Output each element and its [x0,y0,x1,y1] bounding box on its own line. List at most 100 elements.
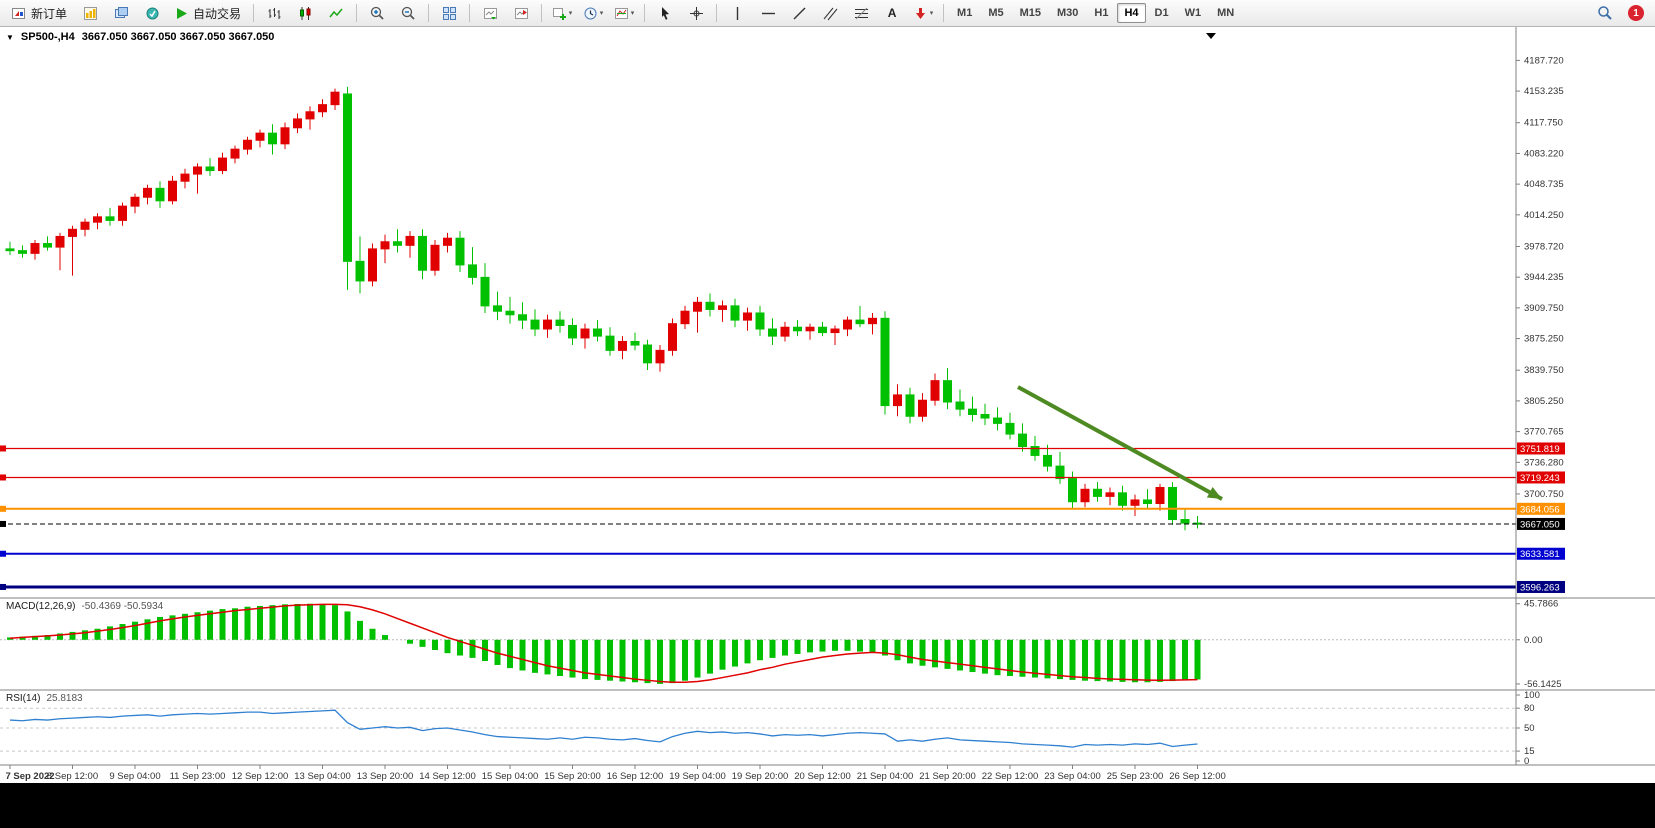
collapse-triangle-icon[interactable]: ▼ [6,32,14,42]
market-watch-icon [146,7,159,19]
zoom-out-button[interactable] [393,2,423,24]
timeframe-m15-button[interactable]: M15 [1019,7,1041,19]
macd-signal-line [9,603,1198,684]
auto-scroll-button[interactable] [475,2,505,24]
line-chart-icon [328,8,343,17]
svg-text:3596.263: 3596.263 [1520,582,1560,593]
svg-text:3875.250: 3875.250 [1524,334,1564,345]
search-icon [1598,6,1612,20]
auto-trading-button[interactable]: 自动交易 [168,2,248,24]
macd-name: MACD(12,26,9) [6,601,76,612]
ohlc-values: 3667.050 3667.050 3667.050 3667.050 [81,31,275,43]
price-axis [1516,59,1520,495]
new-chart-button[interactable]: ▾ [547,2,577,24]
svg-text:22 Sep 12:00: 22 Sep 12:00 [982,771,1039,782]
svg-text:19 Sep 20:00: 19 Sep 20:00 [732,771,789,782]
text-tool-button[interactable]: A [877,2,907,24]
crosshair-button[interactable] [681,2,711,24]
line-chart-mode-button[interactable] [321,2,351,24]
svg-text:23 Sep 04:00: 23 Sep 04:00 [1044,771,1101,782]
svg-text:3684.056: 3684.056 [1520,504,1560,515]
charts-button[interactable] [75,2,105,24]
candlestick-mode-button[interactable] [290,2,320,24]
dropdown-caret-icon: ▾ [568,10,573,17]
fibonacci-tool-button[interactable] [846,2,876,24]
horizontal-line-icon [761,12,775,14]
period-button[interactable]: ▾ [578,2,608,24]
svg-text:8 Sep 12:00: 8 Sep 12:00 [47,771,98,782]
new-order-button[interactable]: 新订单 [4,2,74,24]
line-left-marker [0,583,6,590]
price-tag [1517,502,1565,515]
svg-text:-56.1425: -56.1425 [1524,679,1562,690]
line-left-marker [0,474,6,481]
svg-text:12 Sep 12:00: 12 Sep 12:00 [232,771,289,782]
search-button[interactable] [1590,2,1620,24]
svg-text:4048.735: 4048.735 [1524,179,1564,190]
svg-text:11 Sep 23:00: 11 Sep 23:00 [170,771,226,782]
svg-text:13 Sep 04:00: 13 Sep 04:00 [294,771,351,782]
svg-text:0: 0 [1524,756,1529,767]
indicators-button[interactable]: ▾ [609,2,639,24]
channel-tool-button[interactable] [815,2,845,24]
cursor-button[interactable] [650,2,680,24]
zoom-in-icon [370,6,384,20]
macd-values: -50.4369 -50.5934 [81,601,164,612]
svg-text:26 Sep 12:00: 26 Sep 12:00 [1169,771,1226,782]
svg-text:9 Sep 04:00: 9 Sep 04:00 [109,771,160,782]
ohlc-bars-icon [268,7,281,19]
trendline-icon [793,7,806,19]
toolbar-separator [469,4,471,22]
timeframe-w1-button[interactable]: W1 [1184,7,1202,19]
timeframe-d1-button[interactable]: D1 [1154,7,1169,19]
timeframe-m30-button[interactable]: M30 [1057,7,1079,19]
price-tag [1517,580,1565,593]
bar-chart-mode-button[interactable] [259,2,289,24]
svg-text:100: 100 [1524,690,1540,701]
zoom-out-icon [401,6,415,20]
timeframe-m1-button[interactable]: M1 [957,7,973,19]
svg-text:3839.750: 3839.750 [1524,365,1564,376]
svg-text:4014.250: 4014.250 [1524,210,1564,221]
timeframe-m5-button[interactable]: M5 [988,7,1004,19]
chart-shift-button[interactable] [506,2,536,24]
timeframe-h1-button[interactable]: H1 [1094,7,1109,19]
vertical-line-icon [736,6,738,20]
chart-shift-marker [1206,33,1216,39]
auto-trading-play-icon [177,7,188,19]
svg-text:3944.235: 3944.235 [1524,272,1564,283]
svg-text:3736.280: 3736.280 [1524,457,1564,468]
macd-histogram [7,603,1201,684]
arrows-tool-button[interactable]: ▾ [908,2,938,24]
profiles-button[interactable] [106,2,136,24]
market-watch-button[interactable] [137,2,167,24]
svg-text:3751.819: 3751.819 [1520,444,1560,455]
text-tool-label: A [887,6,897,20]
dropdown-caret-icon: ▾ [599,10,604,17]
svg-text:15 Sep 20:00: 15 Sep 20:00 [544,771,601,782]
notification-badge: 1 [1628,5,1644,21]
chart-canvas[interactable]: 4187.720 4153.235 4117.750 4083.220 4048.735… [0,27,1655,783]
notification-button[interactable]: 1 [1621,2,1651,24]
profiles-icon [114,6,128,18]
zoom-in-button[interactable] [362,2,392,24]
time-axis [9,765,1198,769]
timeframe-toolbar: M1 M5 M15 M30 H1 H4 D1 W1 MN [949,3,1242,23]
svg-text:3667.050: 3667.050 [1520,519,1560,530]
trendline-tool-button[interactable] [784,2,814,24]
svg-text:21 Sep 20:00: 21 Sep 20:00 [919,771,976,782]
tile-windows-button[interactable] [434,2,464,24]
auto-scroll-icon [483,7,497,19]
timeframe-h4-button[interactable]: H4 [1117,3,1146,23]
macd-label: MACD(12,26,9) -50.4369 -50.5934 [6,601,163,612]
price-tag [1517,471,1565,484]
arrow-shape-icon [915,7,925,19]
vertical-line-tool-button[interactable] [722,2,752,24]
svg-text:50: 50 [1524,723,1535,734]
svg-text:0.00: 0.00 [1524,635,1543,646]
timeframe-mn-button[interactable]: MN [1217,7,1235,19]
candlestick-series [5,86,1202,531]
window-bottom-strip [0,783,1655,828]
svg-text:19 Sep 04:00: 19 Sep 04:00 [669,771,726,782]
horizontal-line-tool-button[interactable] [753,2,783,24]
